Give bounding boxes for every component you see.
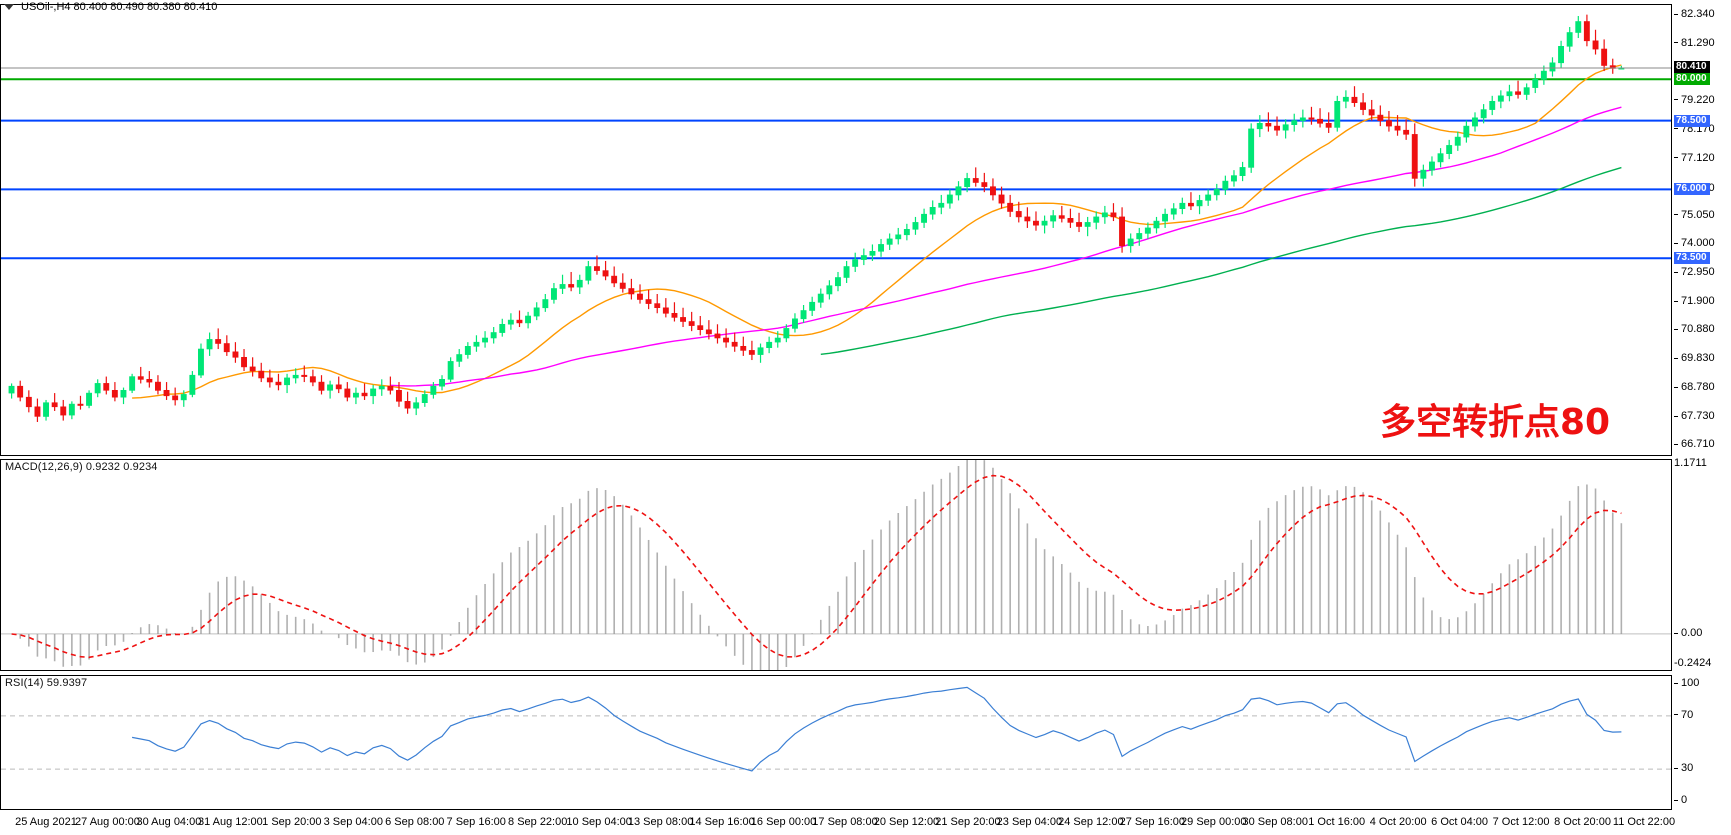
time-axis-label: 20 Sep 12:00 <box>873 816 940 828</box>
time-axis-label: 16 Sep 00:00 <box>750 816 817 828</box>
time-axis-label: 3 Sep 04:00 <box>323 816 383 828</box>
price-tick: 67.730 <box>1674 410 1715 422</box>
chart-annotation-text: 多空转折点80 <box>1380 402 1611 443</box>
time-axis-label: 31 Aug 12:00 <box>197 816 263 828</box>
price-tick: 79.220 <box>1674 94 1715 106</box>
macd-svg <box>1 460 1671 670</box>
time-axis-label: 6 Sep 08:00 <box>385 816 445 828</box>
price-tick: 70.880 <box>1674 323 1715 335</box>
level-tag[interactable]: 80.000 <box>1674 73 1710 86</box>
macd-scale[interactable]: 1.1711 0.00 -0.2424 <box>1674 457 1731 671</box>
time-axis-label: 1 Sep 20:00 <box>262 816 322 828</box>
time-axis-label: 7 Sep 16:00 <box>446 816 506 828</box>
macd-tick: -0.2424 <box>1674 657 1712 669</box>
time-axis-label: 27 Sep 16:00 <box>1119 816 1186 828</box>
time-axis-label: 21 Sep 20:00 <box>935 816 1001 828</box>
price-tick: 82.340 <box>1674 8 1715 20</box>
level-tag[interactable]: 76.000 <box>1674 183 1710 196</box>
price-tick: 75.050 <box>1674 209 1715 221</box>
time-axis-label: 13 Sep 08:00 <box>627 816 694 828</box>
rsi-tick: 100 <box>1674 677 1699 689</box>
time-axis-label: 14 Sep 16:00 <box>689 816 755 828</box>
time-axis[interactable]: 25 Aug 2021 27 Aug 00:00 30 Aug 04:00 31 Au… <box>0 812 1731 835</box>
macd-plot-area <box>1 460 1671 670</box>
price-tick: 77.120 <box>1674 152 1715 164</box>
time-axis-label: 6 Oct 04:00 <box>1431 816 1489 828</box>
time-axis-label: 11 Oct 22:00 <box>1612 816 1676 828</box>
price-tick: 71.900 <box>1674 295 1715 307</box>
level-tag[interactable]: 78.500 <box>1674 114 1710 127</box>
current-price-tag: 80.410 <box>1674 61 1710 74</box>
time-axis-label: 27 Aug 00:00 <box>75 816 140 828</box>
rsi-panel[interactable] <box>0 675 1672 810</box>
price-plot-area <box>1 5 1671 455</box>
price-tick: 72.950 <box>1674 266 1715 278</box>
rsi-tick: 0 <box>1674 794 1687 806</box>
time-axis-label: 4 Oct 20:00 <box>1369 816 1427 828</box>
time-axis-label: 7 Oct 12:00 <box>1492 816 1550 828</box>
time-axis-label: 8 Sep 22:00 <box>508 816 568 828</box>
time-axis-label: 30 Aug 04:00 <box>136 816 202 828</box>
rsi-plot-area <box>1 676 1671 809</box>
price-chart-panel[interactable] <box>0 4 1672 456</box>
time-axis-label: 8 Oct 20:00 <box>1554 816 1611 828</box>
price-tick: 69.830 <box>1674 352 1715 364</box>
macd-tick: 1.1711 <box>1674 457 1707 469</box>
time-axis-label: 25 Aug 2021 <box>15 816 77 828</box>
time-axis-label: 30 Sep 08:00 <box>1242 816 1308 828</box>
macd-tick: 0.00 <box>1674 627 1702 639</box>
level-tag[interactable]: 73.500 <box>1674 252 1710 265</box>
price-tick: 74.000 <box>1674 237 1715 249</box>
time-axis-label: 10 Sep 04:00 <box>566 816 632 828</box>
macd-label: MACD(12,26,9) 0.9232 0.9234 <box>5 461 158 473</box>
collapse-caret-icon[interactable] <box>4 4 14 10</box>
time-axis-label: 23 Sep 04:00 <box>996 816 1063 828</box>
price-candles-svg <box>1 14 1671 422</box>
price-scale[interactable]: 82.34081.29079.22078.17077.12076.00075.0… <box>1674 4 1731 456</box>
time-axis-label: 24 Sep 12:00 <box>1058 816 1124 828</box>
price-tick: 81.290 <box>1674 37 1715 49</box>
time-axis-label: 1 Oct 16:00 <box>1308 816 1366 828</box>
rsi-svg <box>1 686 1671 772</box>
rsi-tick: 30 <box>1674 762 1693 774</box>
rsi-scale[interactable]: 100 70 30 0 <box>1674 675 1731 810</box>
chart-header: USOil-,H4 80.400 80.490 80.380 80.410 <box>0 0 217 14</box>
macd-panel[interactable] <box>0 459 1672 671</box>
rsi-tick: 70 <box>1674 709 1693 721</box>
price-tick: 66.710 <box>1674 438 1715 450</box>
time-axis-label: 17 Sep 08:00 <box>812 816 878 828</box>
time-axis-label: 29 Sep 00:00 <box>1181 816 1247 828</box>
rsi-label: RSI(14) 59.9397 <box>5 677 88 689</box>
symbol-ohlc-label: USOil-,H4 80.400 80.490 80.380 80.410 <box>21 1 218 13</box>
price-tick: 68.780 <box>1674 381 1715 393</box>
